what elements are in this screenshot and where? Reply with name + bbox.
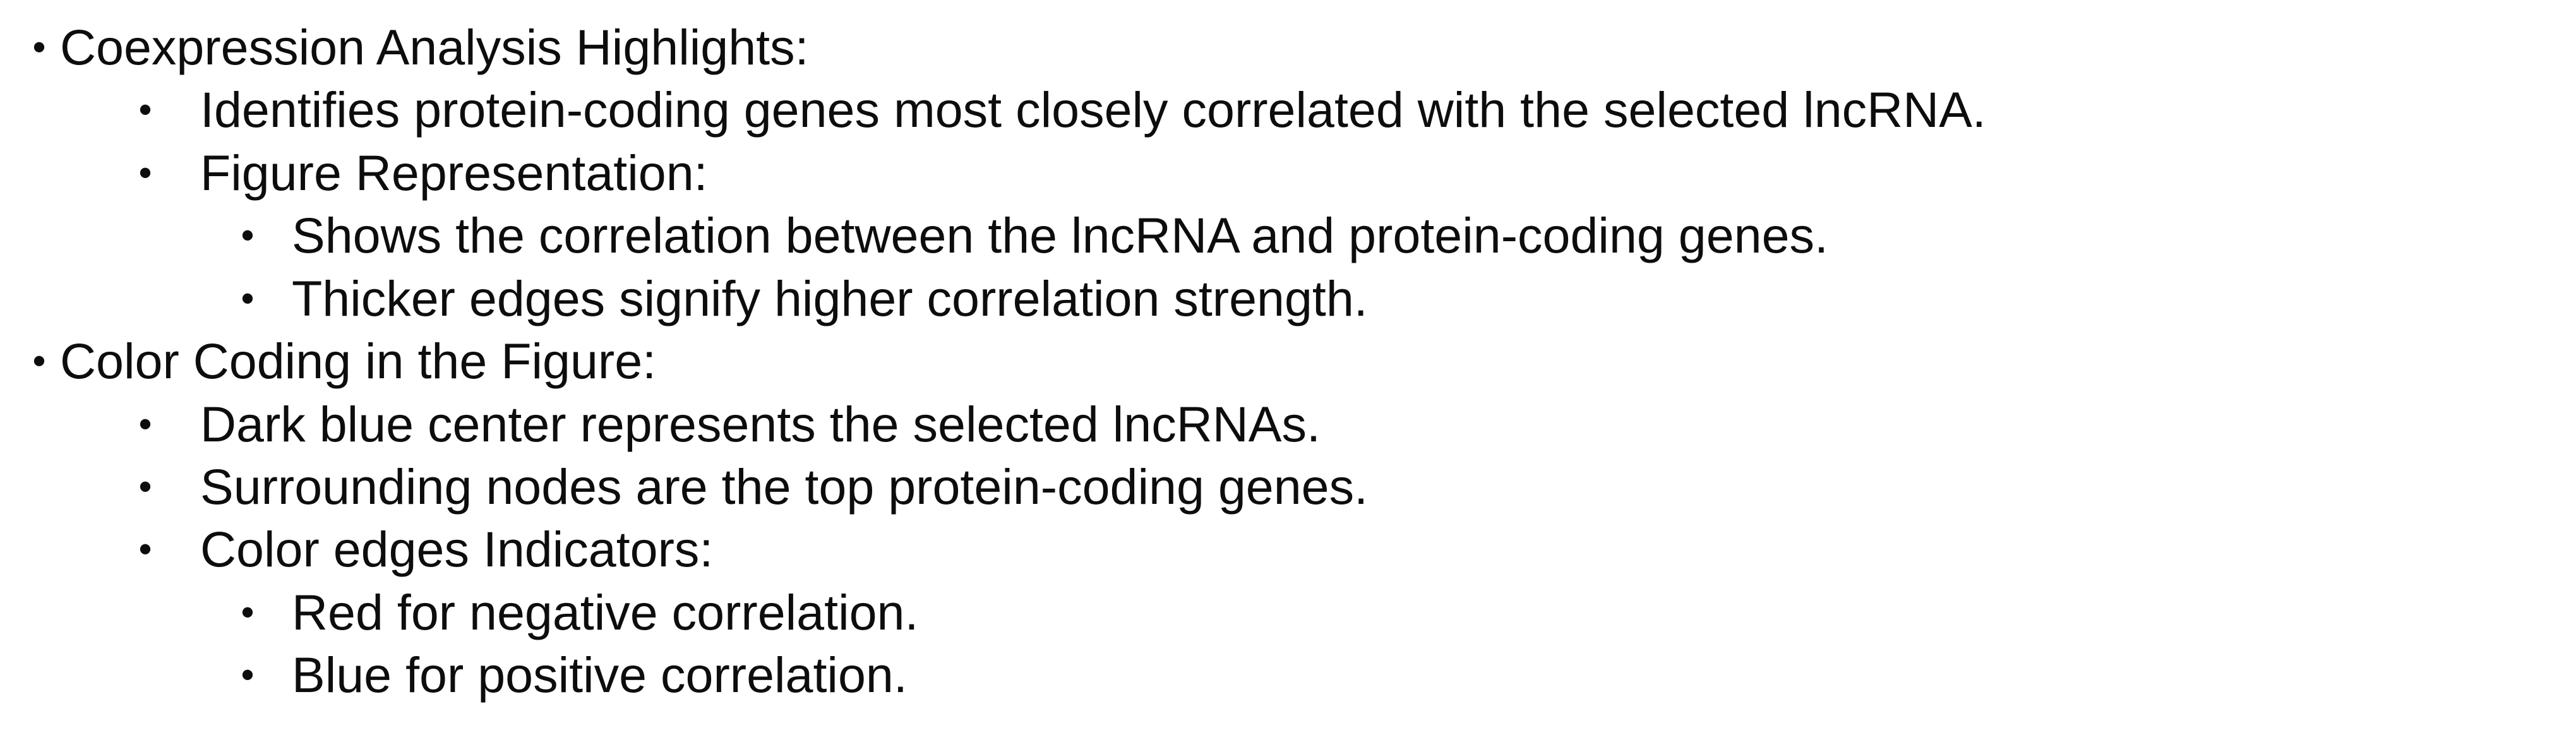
- bullet-icon: •: [241, 654, 255, 696]
- sub-list-item-text: Thicker edges signify higher correlation…: [292, 270, 1368, 326]
- section-heading-text: Color Coding in the Figure:: [60, 333, 657, 389]
- list-item-text: Surrounding nodes are the top protein-co…: [200, 458, 1369, 515]
- section-heading-text: Coexpression Analysis Highlights:: [60, 19, 809, 75]
- list-item-text: Identifies protein-coding genes most clo…: [200, 81, 1986, 138]
- bullet-icon: •: [138, 528, 152, 570]
- list-item-text: Color edges Indicators:: [200, 521, 714, 577]
- bullet-icon: •: [241, 214, 255, 256]
- bullet-icon: •: [241, 277, 255, 320]
- bullet-icon: •: [138, 403, 152, 445]
- bullet-icon: •: [138, 465, 152, 508]
- list-item-text: Figure Representation:: [200, 145, 708, 201]
- sub-list-item-text: Blue for positive correlation.: [292, 647, 908, 703]
- bullet-icon: •: [32, 26, 46, 68]
- list-item-text: Dark blue center represents the selected…: [200, 396, 1321, 452]
- sub-list-item-text: Shows the correlation between the lncRNA…: [292, 207, 1828, 263]
- bullet-icon: •: [138, 88, 152, 131]
- bullet-icon: •: [32, 340, 46, 382]
- sub-list-item-text: Red for negative correlation.: [292, 584, 919, 640]
- bullet-icon: •: [138, 152, 152, 194]
- bullet-icon: •: [241, 591, 255, 633]
